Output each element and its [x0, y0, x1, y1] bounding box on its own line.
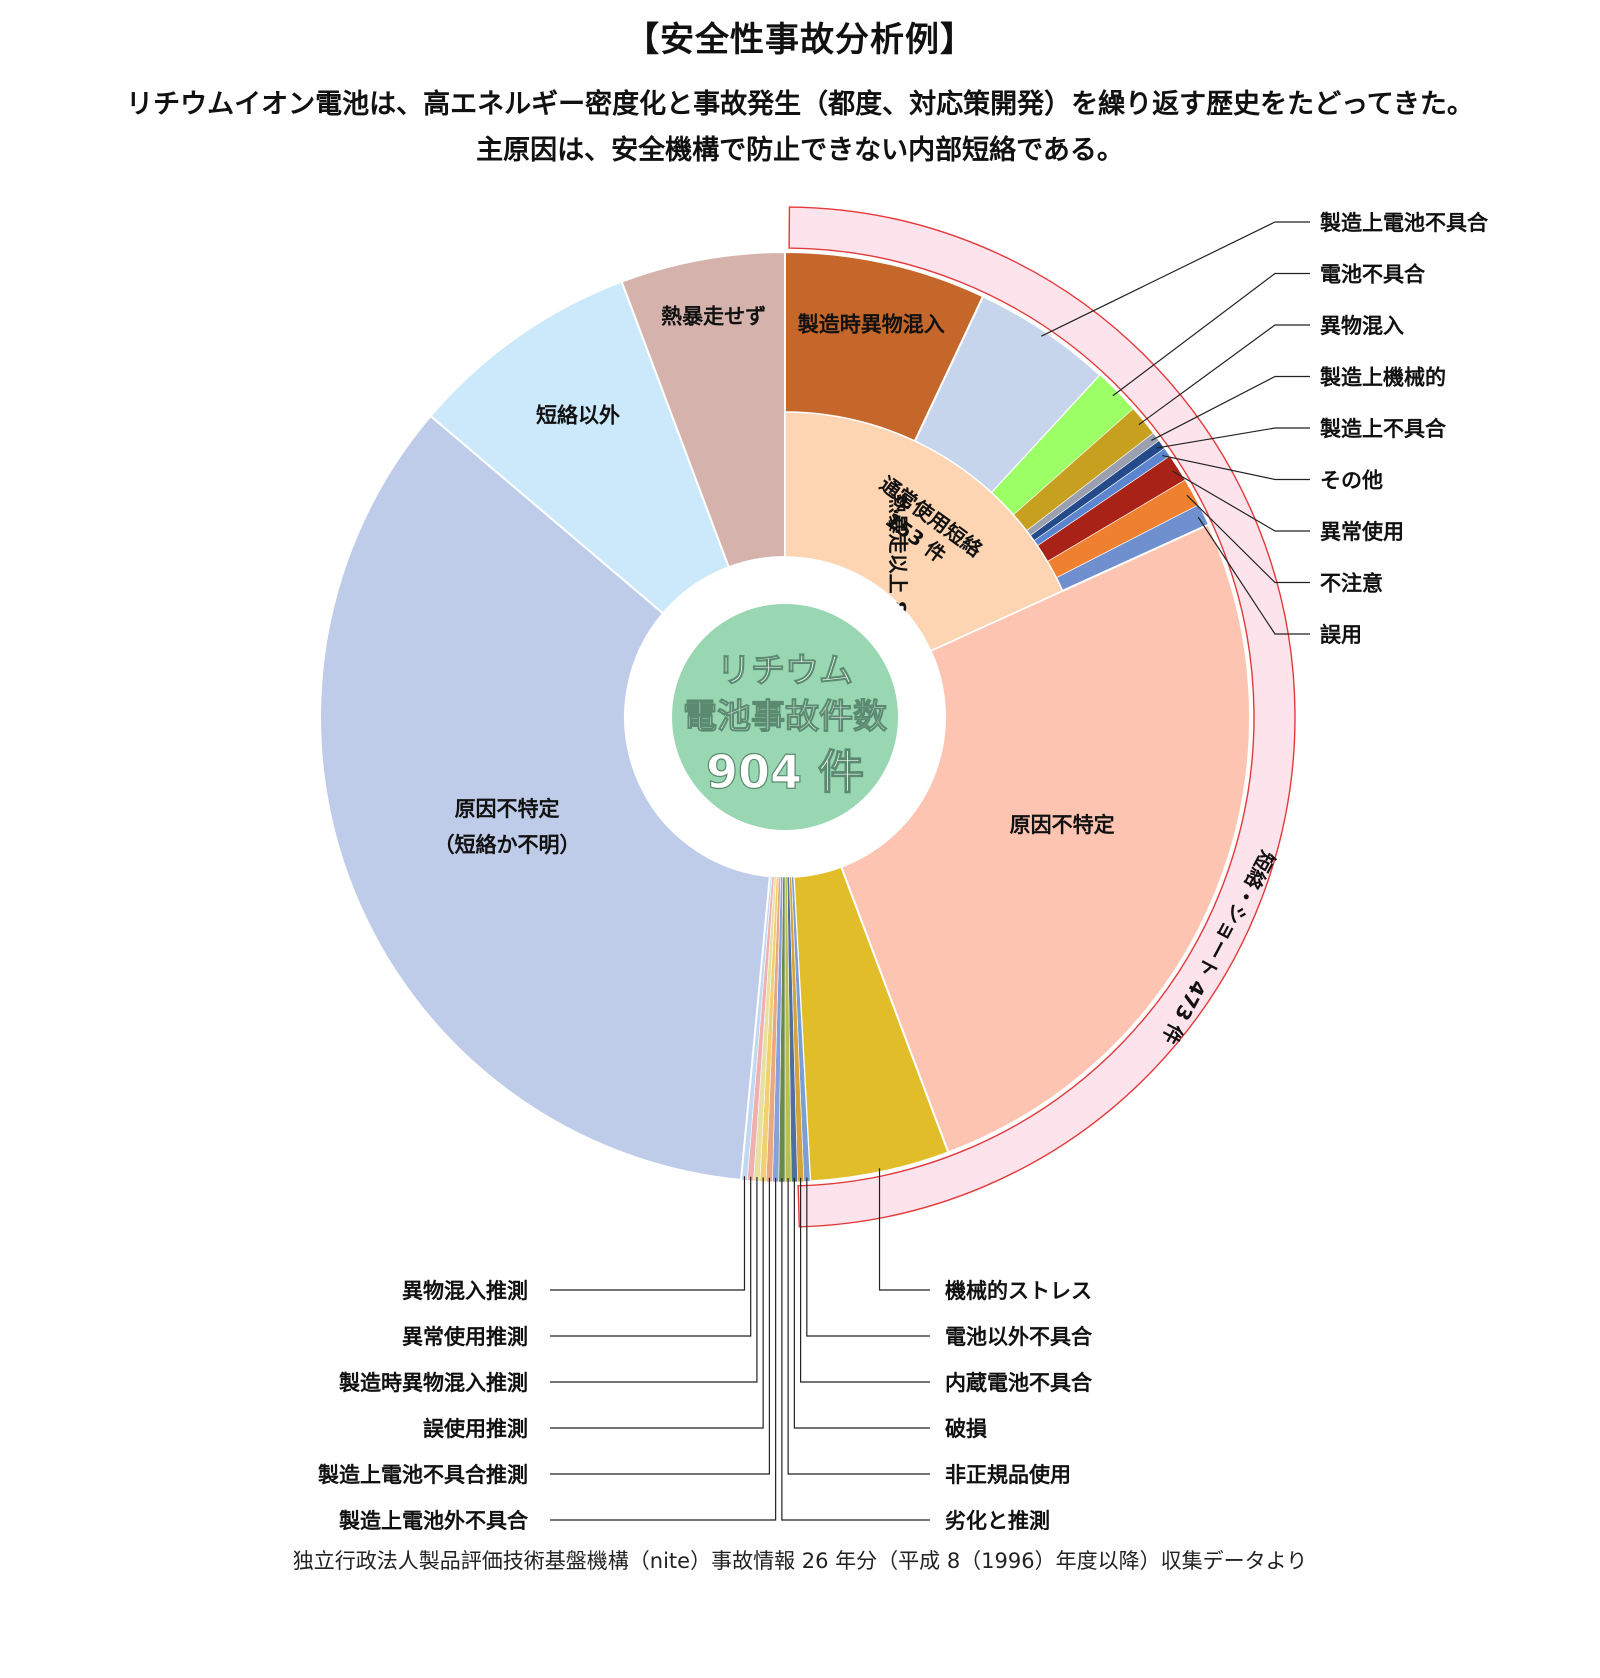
- leader-bottom-right-5: [781, 1177, 930, 1521]
- chart-subtitle-line-2: 主原因は、安全機構で防止できない内部短絡である。: [476, 135, 1124, 166]
- legend-bottom-left-3: 誤使用推測: [423, 1417, 528, 1441]
- leader-right-2: [1138, 324, 1310, 426]
- source-note: 独立行政法人製品評価技術基盤機構（nite）事故情報 26 年分（平成 8（19…: [292, 1549, 1308, 1573]
- slice-label-manufacturing-foreign: 製造時異物混入: [797, 313, 945, 337]
- leader-bottom-right-1: [806, 1177, 930, 1337]
- legend-right-3: 製造上機械的: [1319, 366, 1446, 390]
- legend-right-8: 誤用: [1320, 623, 1362, 647]
- leader-bottom-left-0: [550, 1176, 746, 1291]
- slice-label-unspecified: 原因不特定: [1010, 813, 1115, 837]
- slice-label-non-short: 短絡以外: [536, 403, 620, 427]
- chart-title: 【安全性事故分析例】: [625, 20, 975, 60]
- leader-bottom-right-3: [793, 1177, 930, 1429]
- legend-right-1: 電池不具合: [1320, 263, 1426, 287]
- leader-right-0: [1041, 221, 1310, 337]
- leader-bottom-right-0: [878, 1168, 930, 1291]
- leader-bottom-left-3: [550, 1177, 764, 1429]
- leader-right-5: [1162, 454, 1310, 481]
- legend-bottom-right-3: 破損: [945, 1417, 988, 1441]
- center-badge: リチウム 電池事故件数 904 件: [625, 557, 945, 877]
- inner-ring: [784, 411, 1064, 652]
- legend-bottom-left-5: 製造上電池外不具合: [338, 1509, 529, 1530]
- legend-bottom-right-0: 機械的ストレス: [945, 1279, 1092, 1303]
- legend-bottom-right-1: 電池以外不具合: [945, 1325, 1093, 1349]
- chart-subtitle-line-1: リチウムイオン電池は、高エネルギー密度化と事故発生（都度、対応策開発）を繰り返す…: [126, 89, 1474, 120]
- slice-label-no-thermal-runaway: 熱暴走せず: [661, 304, 766, 328]
- slice-label-unspecified-short-line-1: 原因不特定: [455, 797, 560, 821]
- legend-bottom-left-4: 製造上電池不具合推測: [317, 1463, 528, 1487]
- legend-bottom-left-0: 異物混入推測: [402, 1279, 528, 1303]
- legend-right-4: 製造上不具合: [1319, 417, 1447, 441]
- leader-right-4: [1156, 427, 1310, 449]
- leader-bottom-right-2: [800, 1177, 930, 1383]
- leader-bottom-left-4: [550, 1177, 770, 1475]
- center-label-line-1: リチウム: [717, 651, 853, 691]
- legend-leader-lines: [550, 221, 1310, 1521]
- center-total-count: 904 件: [706, 745, 864, 799]
- leader-bottom-left-5: [550, 1177, 777, 1521]
- legend-bottom-left-2: 製造時異物混入推測: [338, 1371, 528, 1395]
- legend-right-0: 製造上電池不具合: [1319, 211, 1489, 235]
- pie-chart: 製造時異物混入原因不特定短絡以外熱暴走せず原因不特定（短絡か不明）通常使用短絡1…: [317, 206, 1489, 1530]
- legend-right-5: その他: [1320, 469, 1383, 493]
- leader-right-6: [1172, 470, 1310, 532]
- slice-label-unspecified-short-line-2: （短絡か不明）: [434, 833, 581, 857]
- leader-bottom-right-4: [787, 1177, 930, 1475]
- legend-bottom-left-1: 異常使用推測: [402, 1325, 528, 1349]
- legend-right-2: 異物混入: [1320, 314, 1404, 338]
- inner-slice-normal-use-short: [784, 411, 1064, 652]
- legend-right-6: 異常使用: [1320, 520, 1404, 544]
- legend-bottom-right-4: 非正規品使用: [945, 1463, 1071, 1487]
- center-label-line-2: 電池事故件数: [683, 697, 887, 737]
- leader-right-3: [1151, 375, 1310, 441]
- legend-right-7: 不注意: [1320, 572, 1383, 596]
- legend-bottom-right-2: 内蔵電池不具合: [945, 1371, 1093, 1395]
- leader-right-1: [1112, 272, 1310, 397]
- legend-bottom-right-5: 劣化と推測: [945, 1509, 1050, 1530]
- leader-right-8: [1197, 516, 1310, 635]
- leader-bottom-left-2: [550, 1177, 758, 1383]
- leader-right-7: [1186, 494, 1310, 584]
- leader-bottom-left-1: [550, 1176, 752, 1337]
- chart-labels: 製造時異物混入原因不特定短絡以外熱暴走せず原因不特定（短絡か不明）通常使用短絡1…: [317, 211, 1489, 1530]
